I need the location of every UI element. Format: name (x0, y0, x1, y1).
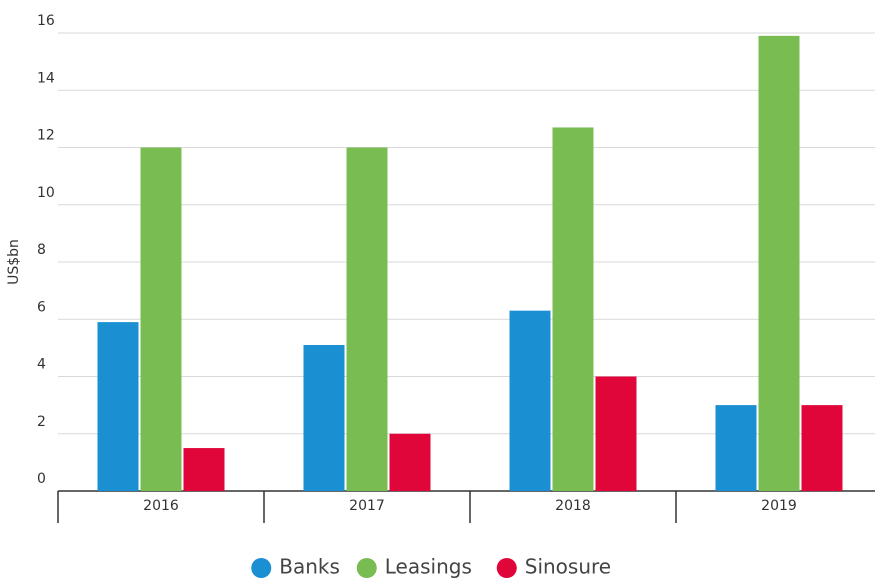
bar (140, 147, 182, 491)
bar (303, 345, 345, 491)
x-tick-label: 2018 (555, 498, 591, 514)
x-tick-label: 2019 (761, 498, 797, 514)
bar (509, 310, 551, 491)
y-tick-label: 12 (37, 128, 55, 144)
bar (183, 448, 225, 491)
legend-marker (496, 558, 517, 578)
legend-label: Banks (279, 555, 340, 579)
legend-marker (251, 558, 272, 578)
bar (801, 405, 843, 491)
bar (97, 322, 139, 491)
bar (758, 35, 800, 492)
bar (389, 433, 431, 491)
y-tick-label: 8 (37, 242, 46, 258)
legend-label: Sinosure (525, 555, 611, 579)
y-tick-label: 16 (37, 13, 55, 29)
y-axis-label: US$bn (6, 239, 22, 285)
legend-marker (356, 558, 377, 578)
y-tick-label: 6 (37, 299, 46, 315)
legend-label: Leasings (385, 555, 472, 579)
bar (595, 376, 637, 491)
y-tick-label: 4 (37, 357, 46, 373)
x-tick-label: 2017 (349, 498, 385, 514)
bar (715, 405, 757, 491)
x-tick-label: 2016 (143, 498, 179, 514)
y-tick-label: 10 (37, 185, 55, 201)
bar (552, 127, 594, 492)
y-tick-label: 2 (37, 414, 46, 430)
bar (346, 147, 388, 491)
y-tick-label: 14 (37, 70, 55, 86)
y-tick-label: 0 (37, 471, 46, 487)
